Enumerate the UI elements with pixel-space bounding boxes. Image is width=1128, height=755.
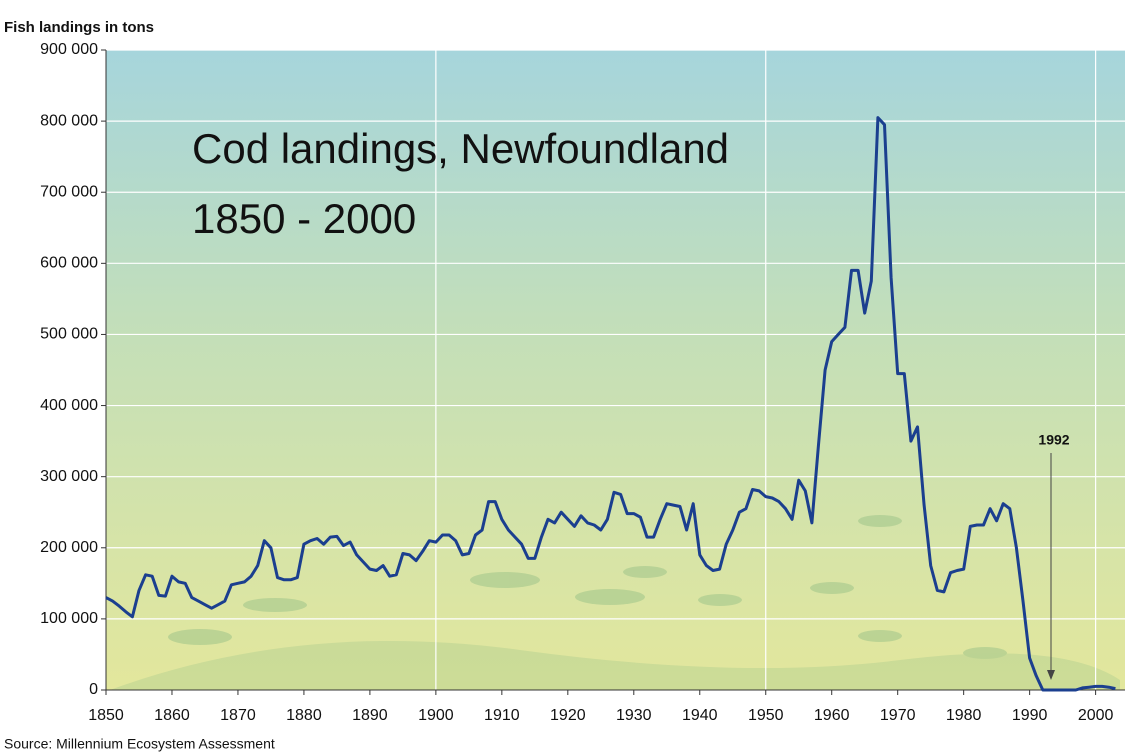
y-tick-label: 500 000 [40,326,98,343]
annotation: 1992 [1038,432,1069,448]
y-axis-title: Fish landings in tons [4,19,154,36]
y-tick-label: 600 000 [40,255,98,272]
x-tick-label: 1980 [946,707,982,724]
x-tick-label: 1970 [880,707,916,724]
x-tick-label: 1890 [352,707,388,724]
x-tick-label: 1880 [286,707,322,724]
annotation: 1850 - 2000 [192,195,416,242]
plot-background [106,50,1125,690]
x-tick-label: 1850 [88,707,124,724]
y-tick-label: 800 000 [40,112,98,129]
source: Source: Millennium Ecosystem Assessment [4,736,275,752]
x-tick-label: 1950 [748,707,784,724]
grid [106,49,1125,690]
x-tick-label: 1910 [484,707,520,724]
annotation: Cod landings, Newfoundland [192,125,729,172]
x-tick-label: 1870 [220,707,256,724]
y-tick-label: 700 000 [40,183,98,200]
y-tick-label: 100 000 [40,610,98,627]
marks [105,116,1116,692]
annotation-arrow-head [1047,670,1055,680]
x-tick-label: 1900 [418,707,454,724]
x-tick-label: 2000 [1078,707,1114,724]
y-tick-label: 0 [89,681,98,698]
y-tick-label: 900 000 [40,41,98,58]
y-tick-label: 200 000 [40,539,98,556]
y-tick-label: 400 000 [40,397,98,414]
x-tick-label: 1920 [550,707,586,724]
x-tick-label: 1990 [1012,707,1048,724]
y-tick-label: 300 000 [40,468,98,485]
data-line [105,116,1116,692]
decoration [110,515,1120,690]
x-tick-label: 1960 [814,707,850,724]
x-tick-label: 1930 [616,707,652,724]
x-tick-label: 1940 [682,707,718,724]
x-tick-label: 1860 [154,707,190,724]
